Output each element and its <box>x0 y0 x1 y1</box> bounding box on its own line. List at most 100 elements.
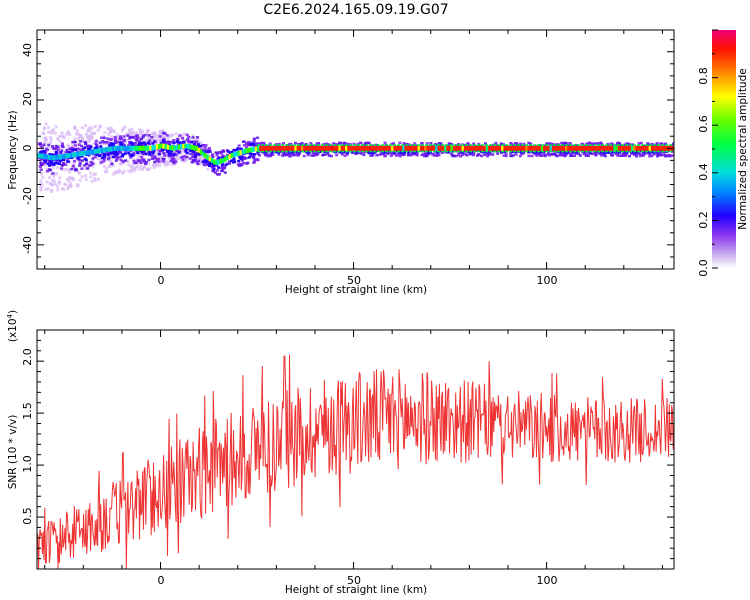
spectrogram-cell <box>284 153 288 157</box>
spectrogram-cell <box>78 158 81 162</box>
spectrogram-cell <box>108 144 112 147</box>
spectrogram-cell <box>147 145 150 151</box>
spectrogram-cell <box>274 145 278 151</box>
spectrogram-cell <box>645 150 649 153</box>
spectrogram-cell <box>91 164 95 168</box>
spectrogram-cell <box>248 154 252 157</box>
spectrogram-cell <box>98 154 101 157</box>
spectrogram-cell <box>217 159 220 165</box>
spectrogram-cell <box>39 168 43 171</box>
spectrogram-cell <box>274 143 278 146</box>
spectrogram-cell <box>73 137 77 140</box>
spectrogram-cell <box>129 156 133 159</box>
spectrogram-cell <box>148 150 152 153</box>
spectrogram-cell <box>90 179 94 183</box>
spectrogram-cell <box>81 148 85 152</box>
spectrogram-cell <box>510 145 513 151</box>
spectrogram-cell <box>96 157 100 161</box>
spectrogram-cell <box>231 161 235 164</box>
spectrogram-cell <box>204 144 208 147</box>
spectrogram-cell <box>113 139 117 143</box>
spectrogram-cell <box>103 131 107 134</box>
spectrogram-cell <box>239 147 243 151</box>
spectrogram-cell <box>609 142 613 145</box>
spectrogram-cell <box>357 144 361 146</box>
spectrogram-cell <box>318 145 322 151</box>
spectrogram-cell <box>561 144 565 146</box>
spectrogram-cell <box>502 154 506 157</box>
spectrogram-cell <box>230 150 234 154</box>
spectrogram-cell <box>359 151 363 155</box>
spectrogram-cell <box>389 154 393 158</box>
spectrogram-cell <box>338 141 341 145</box>
spectrogram-cell <box>121 160 125 163</box>
spectrogram-cell <box>109 146 113 152</box>
spectrogram-cell <box>315 142 319 145</box>
spectrogram-cell <box>65 177 69 181</box>
spectrogram-cell <box>617 144 621 146</box>
spectrogram-cell <box>518 145 522 151</box>
spectrogram-cell <box>161 139 165 142</box>
spectrogram-cell <box>63 153 66 159</box>
spectrogram-cell <box>161 157 165 161</box>
spectrogram-cell <box>593 150 597 153</box>
spectrogram-cell <box>249 152 253 156</box>
spectrogram-cell <box>549 150 553 153</box>
spectrogram-cell <box>516 145 520 151</box>
colorbar-label: Normalized spectral amplitude <box>737 68 749 229</box>
spectrogram-cell <box>236 147 240 150</box>
spectrogram-cell <box>621 144 625 146</box>
spectrogram-cell <box>72 161 76 165</box>
spectrogram-cell <box>525 145 528 151</box>
spectrogram-cell <box>199 141 203 145</box>
spectrogram-cell <box>417 144 421 146</box>
spectrogram-cell <box>170 150 174 153</box>
spectrogram-cell <box>281 145 284 151</box>
spectrogram-cell <box>432 152 436 155</box>
spectrogram-cell <box>105 152 109 155</box>
spectrogram-cell <box>515 142 519 145</box>
spectrogram-cell <box>344 151 348 154</box>
spectrogram-cell <box>353 150 357 153</box>
spectrogram-cell <box>215 163 218 167</box>
spectrogram-cell <box>269 150 273 153</box>
spectrogram-cell <box>285 152 288 155</box>
spectrogram-cell <box>77 137 81 141</box>
spectrogram-cell <box>102 153 106 157</box>
spectrogram-cell <box>514 145 517 151</box>
spectrogram-cell <box>411 145 414 151</box>
spectrogram-cell <box>77 135 81 139</box>
spectrogram-cell <box>194 157 198 160</box>
spectrogram-cell <box>59 154 62 160</box>
spectrogram-cell <box>310 154 314 157</box>
spectrogram-cell <box>538 145 542 151</box>
spectrogram-cell <box>65 148 69 152</box>
spectrogram-cell <box>269 154 273 158</box>
spectrogram-cell <box>631 145 634 151</box>
spectrogram-cell <box>48 153 52 156</box>
spectrogram-cell <box>43 159 47 163</box>
colorbar-tick-0.8: 0.8 <box>697 67 710 85</box>
spectrogram-cell <box>113 135 117 139</box>
spectrogram-cell <box>158 135 162 138</box>
spectrogram-cell <box>152 166 156 170</box>
spectrogram-cell <box>659 153 662 157</box>
spectrogram-cell <box>595 151 598 154</box>
spectrogram-cell <box>600 154 604 157</box>
spectrogram-cell <box>557 150 561 153</box>
spectrogram-cell <box>84 167 88 171</box>
spectrogram-cell <box>50 160 54 163</box>
spectrogram-cell <box>470 145 473 151</box>
spectrogram-cell <box>195 137 199 141</box>
spectrogram-cell <box>585 152 588 156</box>
spectrogram-cell <box>256 142 260 145</box>
spectrogram-cell <box>76 184 80 188</box>
spectrogram-cell <box>138 128 142 132</box>
spectrogram-cell <box>453 150 457 153</box>
spectrogram-cell <box>447 142 451 145</box>
spectrogram-cell <box>61 168 65 172</box>
spectrogram-cell <box>134 131 138 135</box>
spectrogram-cell <box>617 145 621 151</box>
spectrogram-cell <box>428 145 432 151</box>
spectrogram-cell <box>138 139 142 143</box>
